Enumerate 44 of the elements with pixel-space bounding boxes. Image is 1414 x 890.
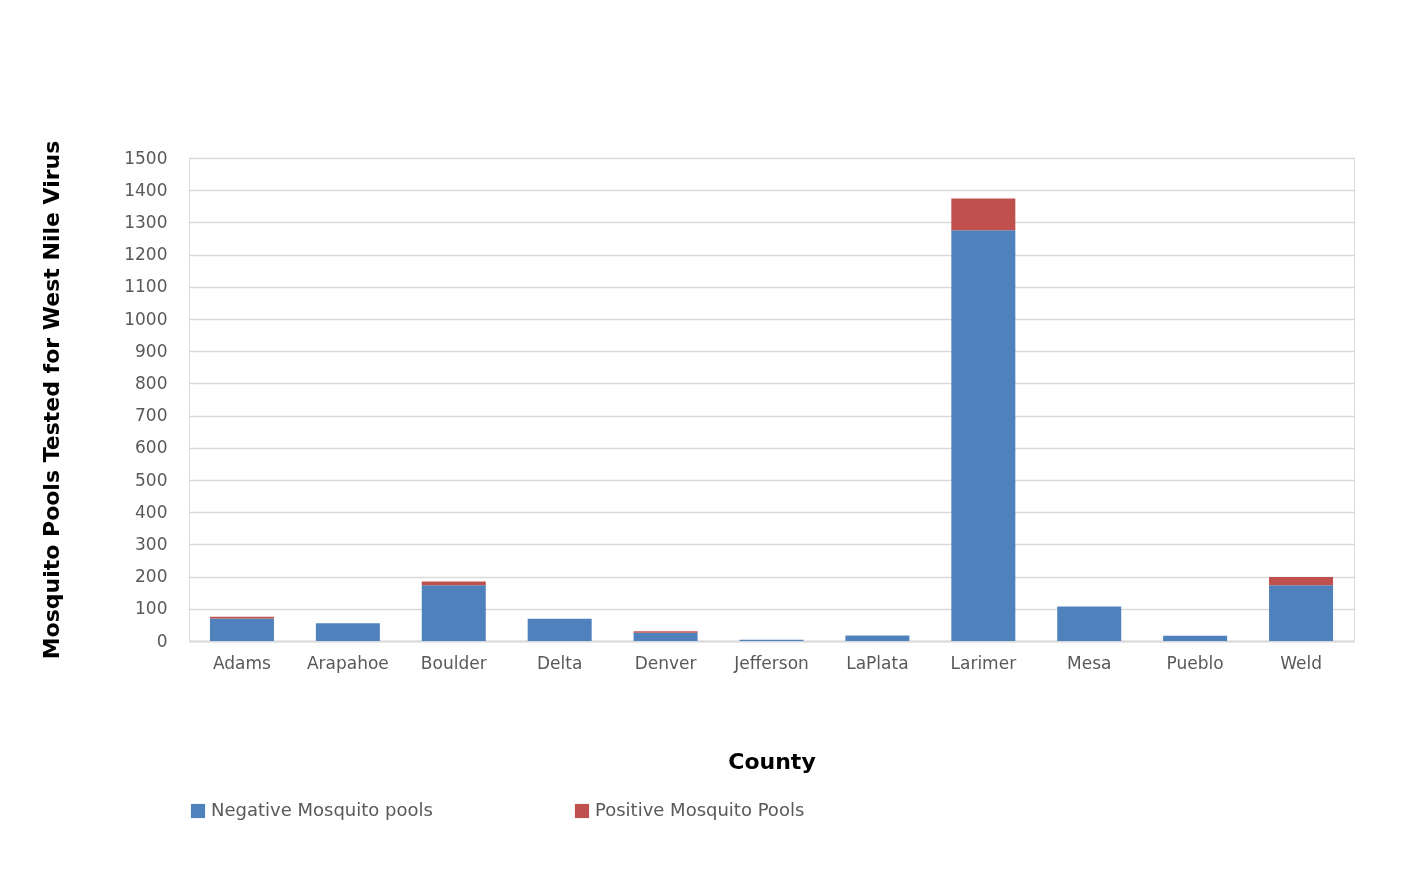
x-tick-label: LaPlata bbox=[846, 652, 909, 673]
bar bbox=[951, 230, 1016, 641]
y-tick-label: 0 bbox=[156, 630, 168, 651]
x-tick-label: Mesa bbox=[1067, 652, 1112, 673]
y-tick-label: 300 bbox=[135, 533, 168, 554]
y-tick-label: 600 bbox=[135, 437, 168, 458]
y-tick-label: 200 bbox=[135, 566, 168, 587]
bar bbox=[951, 198, 1016, 231]
y-tick-label: 1500 bbox=[124, 147, 168, 168]
bar bbox=[1269, 576, 1334, 586]
x-tick-label: Weld bbox=[1280, 652, 1322, 673]
y-tick-label: 1300 bbox=[124, 211, 168, 232]
legend-label: Positive Mosquito Pools bbox=[595, 799, 805, 820]
bar bbox=[1269, 585, 1334, 641]
y-tick-label: 800 bbox=[135, 372, 168, 393]
x-tick-label: Boulder bbox=[420, 652, 487, 673]
bar bbox=[845, 635, 910, 641]
x-tick-label: Denver bbox=[634, 652, 697, 673]
bar bbox=[633, 632, 698, 641]
bar bbox=[421, 585, 486, 641]
bar bbox=[1163, 635, 1228, 641]
y-tick-label: 500 bbox=[135, 469, 168, 490]
y-axis-title: Mosquito Pools Tested for West Nile Virus bbox=[39, 140, 65, 660]
bar bbox=[1057, 606, 1122, 641]
bar bbox=[421, 581, 486, 586]
y-tick-label: 1100 bbox=[124, 276, 168, 297]
legend-label: Negative Mosquito pools bbox=[211, 799, 433, 820]
bar bbox=[315, 623, 380, 641]
y-tick-label: 400 bbox=[135, 501, 168, 522]
x-tick-label: Delta bbox=[537, 652, 583, 673]
x-tick-label: Arapahoe bbox=[306, 652, 389, 673]
x-tick-label: Jefferson bbox=[733, 652, 809, 673]
y-tick-label: 1200 bbox=[124, 244, 168, 265]
x-tick-label: Adams bbox=[212, 652, 272, 673]
y-tick-label: 1000 bbox=[124, 308, 168, 329]
x-axis-title: County bbox=[728, 748, 816, 774]
y-tick-label: 1400 bbox=[124, 179, 168, 200]
bar bbox=[209, 618, 274, 641]
bar bbox=[527, 618, 592, 641]
x-tick-label: Pueblo bbox=[1166, 652, 1224, 673]
x-tick-label: Larimer bbox=[950, 652, 1017, 673]
y-tick-label: 100 bbox=[135, 598, 168, 619]
y-tick-label: 700 bbox=[135, 405, 168, 426]
y-tick-label: 900 bbox=[135, 340, 168, 361]
